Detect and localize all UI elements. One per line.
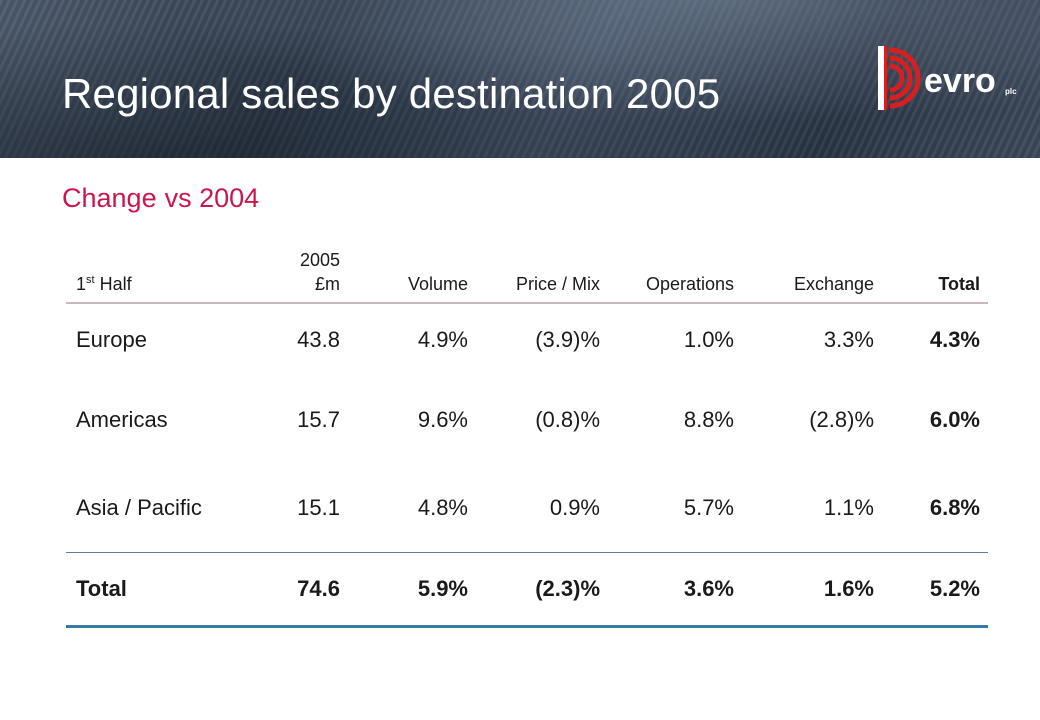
col-header-volume: Volume [348, 244, 476, 304]
subtitle: Change vs 2004 [62, 183, 259, 214]
cell-total: 6.8% [929, 495, 980, 520]
cell-total: 6.0% [929, 407, 980, 432]
cell-region: Europe [76, 327, 147, 352]
cell-operations: 5.7% [683, 495, 734, 520]
cell-price-mix: (0.8)% [535, 407, 600, 432]
col-header-exchange: Exchange [742, 244, 882, 304]
table-row: Asia / Pacific 15.1 4.8% 0.9% 5.7% 1.1% … [66, 464, 988, 553]
cell-region: Americas [76, 407, 168, 432]
cell-total: 4.3% [929, 327, 980, 352]
cell-sales: 15.1 [297, 495, 340, 520]
cell-sales: 15.7 [297, 407, 340, 432]
header-banner: Regional sales by destination 2005 evro … [0, 0, 1040, 158]
col-header-total: Total [882, 244, 988, 304]
cell-price-mix: (2.3)% [476, 552, 608, 628]
subtitle-part-2: vs 2004 [164, 183, 260, 213]
cell-sales: 74.6 [232, 552, 348, 628]
cell-operations: 3.6% [608, 552, 742, 628]
svg-text:evro: evro [924, 62, 996, 100]
svg-text:plc: plc [1005, 87, 1017, 96]
cell-sales: 43.8 [297, 327, 340, 352]
page-title: Regional sales by destination 2005 [62, 70, 721, 117]
cell-volume: 4.8% [417, 495, 468, 520]
cell-operations: 8.8% [683, 407, 734, 432]
col-header-sales: 2005 £m [232, 244, 348, 304]
table-row: Europe 43.8 4.9% (3.9)% 1.0% 3.3% 4.3% [66, 303, 988, 376]
cell-region: Total [66, 552, 232, 628]
banner-shading [0, 0, 1040, 158]
col-header-operations: Operations [608, 244, 742, 304]
devro-logo: evro plc [878, 46, 1017, 110]
cell-volume: 9.6% [417, 407, 468, 432]
cell-volume: 4.9% [417, 327, 468, 352]
col-header-price-mix: Price / Mix [476, 244, 608, 304]
cell-exchange: (2.8)% [809, 407, 874, 432]
cell-price-mix: 0.9% [549, 495, 600, 520]
subtitle-part-1: Change [62, 183, 157, 213]
cell-total: 5.2% [882, 552, 988, 628]
cell-exchange: 1.6% [742, 552, 882, 628]
table-header-row: 1st Half 2005 £m Volume Price / Mix Opera… [66, 244, 988, 304]
cell-exchange: 1.1% [823, 495, 874, 520]
table-total-row: Total 74.6 5.9% (2.3)% 3.6% 1.6% 5.2% [66, 552, 988, 628]
cell-price-mix: (3.9)% [535, 327, 600, 352]
table-row: Americas 15.7 9.6% (0.8)% 8.8% (2.8)% 6.… [66, 376, 988, 464]
cell-volume: 5.9% [348, 552, 476, 628]
cell-operations: 1.0% [683, 327, 734, 352]
cell-region: Asia / Pacific [76, 495, 202, 520]
sales-table: 1st Half 2005 £m Volume Price / Mix Opera… [66, 244, 988, 628]
cell-exchange: 3.3% [823, 327, 874, 352]
col-header-half: 1st Half [66, 244, 232, 304]
